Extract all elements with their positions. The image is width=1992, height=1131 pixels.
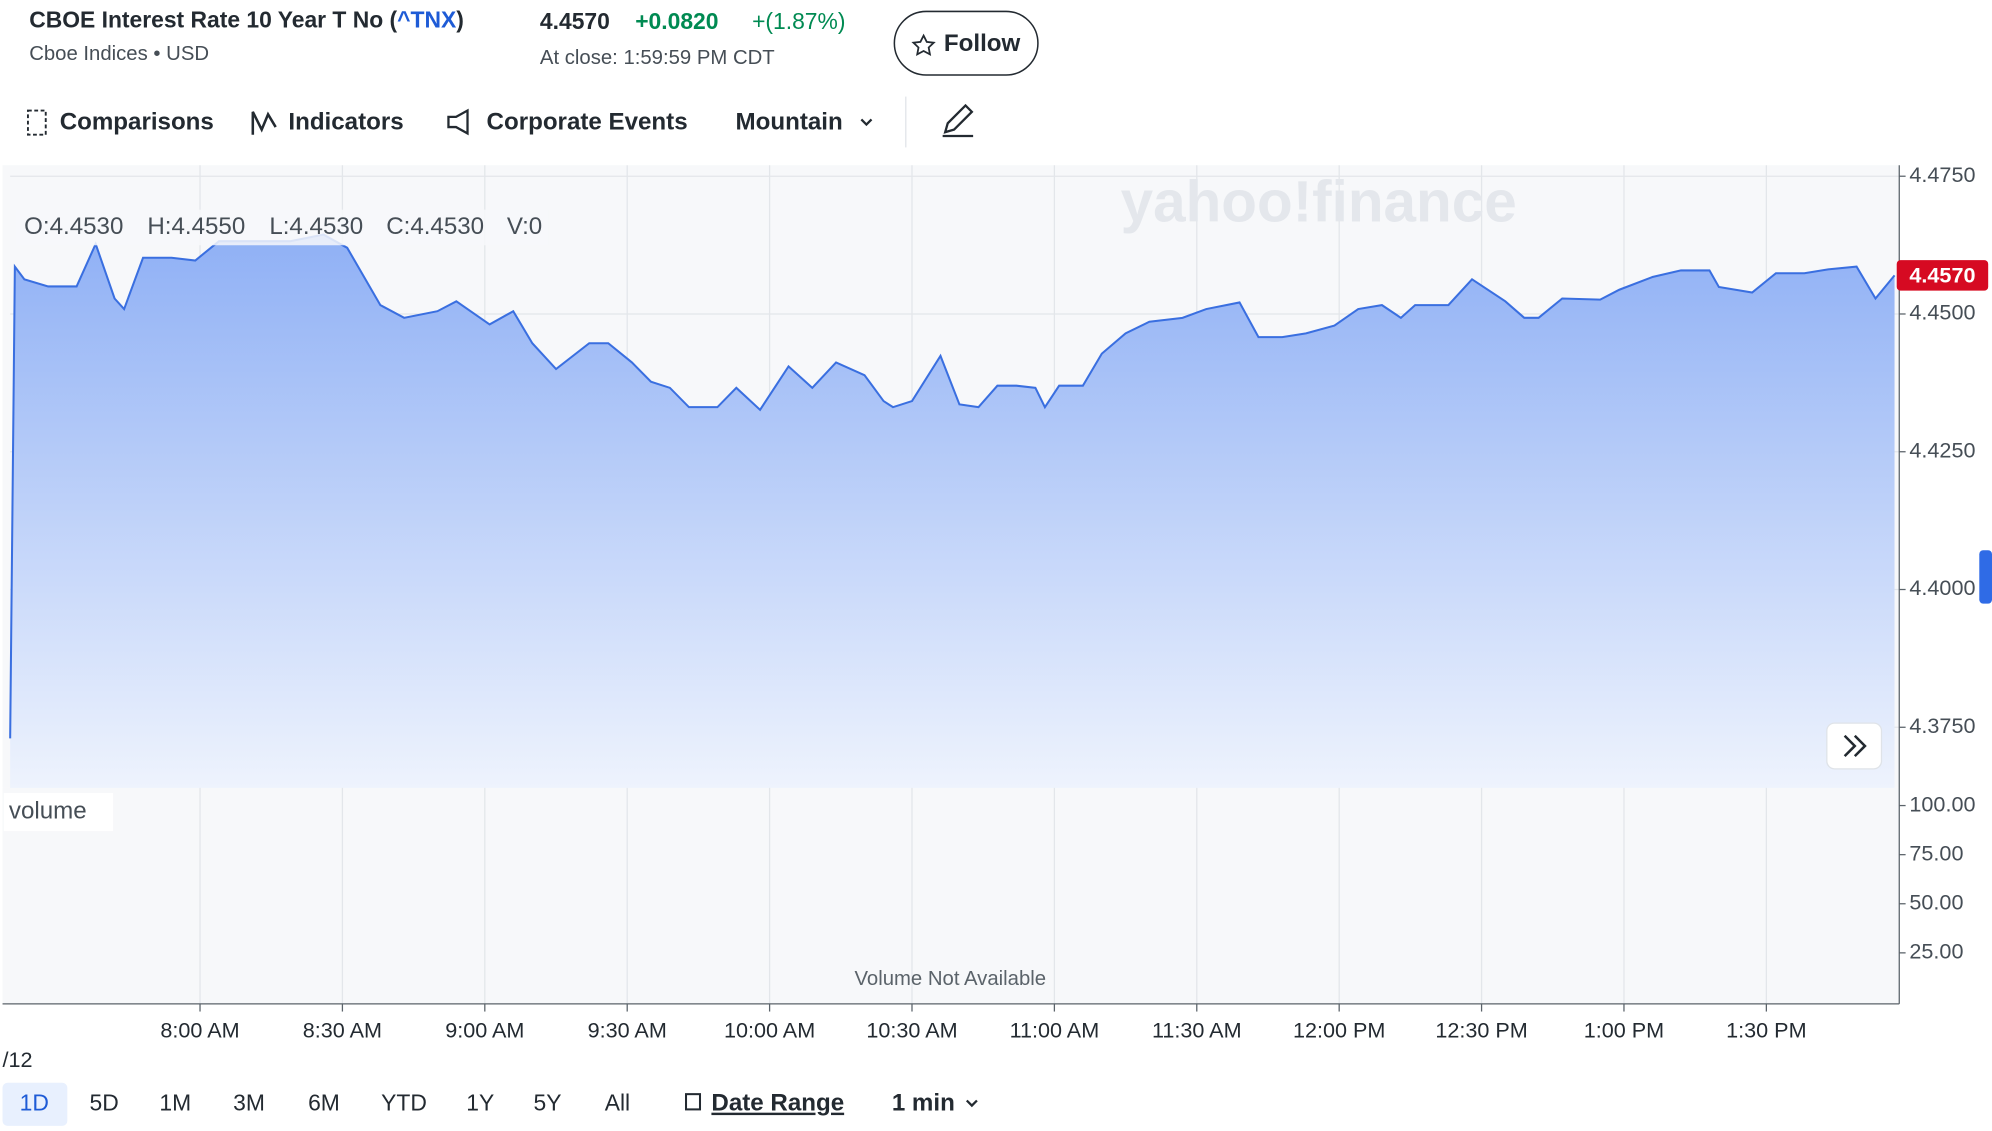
- range-button[interactable]: 5Y: [534, 1089, 562, 1115]
- x-tick-label: 8:30 AM: [303, 1018, 382, 1043]
- title-text: ): [456, 7, 464, 33]
- chart-type[interactable]: Mountain: [736, 109, 843, 136]
- x-tick-label: 1:00 PM: [1584, 1018, 1664, 1043]
- change-pct: +(1.87%): [752, 8, 845, 34]
- ohlc-value: C:4.4530: [386, 213, 484, 240]
- follow-button[interactable]: Follow: [893, 10, 1039, 76]
- y2-tick-label: 75.00: [1909, 840, 1963, 865]
- ohlc-value: O:4.4530: [24, 213, 123, 240]
- follow-text[interactable]: Follow: [944, 30, 1021, 57]
- y2-tick-label: 50.00: [1909, 889, 1963, 914]
- date-label: /12: [3, 1047, 33, 1072]
- ohlc-value: V:0: [507, 213, 542, 240]
- x-tick-label: 11:30 AM: [1152, 1018, 1242, 1043]
- range-button[interactable]: 5D: [90, 1089, 119, 1115]
- interval[interactable]: 1 min: [892, 1090, 955, 1117]
- x-tick-label: 12:00 PM: [1293, 1018, 1385, 1043]
- price-tag-bg: [1896, 260, 1989, 291]
- y2-tick-label: 25.00: [1909, 939, 1963, 964]
- range-button[interactable]: 6M: [308, 1089, 340, 1115]
- indicators[interactable]: Indicators: [288, 109, 403, 136]
- volume-pane: [2, 787, 1900, 1004]
- corporate-events[interactable]: Corporate Events: [487, 109, 688, 136]
- toolbar: Comparisons Indicators Corporate Events …: [26, 96, 974, 148]
- y-tick-label: 4.4750: [1909, 162, 1975, 187]
- range-button[interactable]: 3M: [233, 1089, 265, 1115]
- x-tick-label: 9:30 AM: [588, 1018, 667, 1043]
- ohlc-value: L:4.4530: [269, 213, 363, 240]
- x-tick-label: 10:00 AM: [724, 1018, 815, 1043]
- date-range-text[interactable]: Date Range: [711, 1090, 844, 1117]
- area: [10, 234, 1895, 788]
- y-tick-label: 4.3750: [1909, 713, 1975, 738]
- y-tick-label: 4.4000: [1909, 575, 1975, 600]
- range-button[interactable]: YTD: [381, 1089, 427, 1115]
- scroll-button[interactable]: [1826, 722, 1883, 770]
- close-time: At close: 1:59:59 PM CDT: [540, 47, 775, 69]
- y-tick-label: 4.4250: [1909, 437, 1975, 462]
- y-tick-label: 4.4500: [1909, 300, 1975, 325]
- x-tick-label: 11:00 AM: [1010, 1018, 1100, 1043]
- watermark: yahoo!finance: [1121, 169, 1517, 234]
- price: 4.4570: [540, 8, 610, 34]
- change: +0.0820: [635, 8, 718, 34]
- volume-note: Volume Not Available: [854, 968, 1046, 990]
- range-button[interactable]: 1D: [20, 1089, 49, 1115]
- comparisons[interactable]: Comparisons: [60, 109, 214, 136]
- x-tick-label: 9:00 AM: [445, 1018, 524, 1043]
- x-tick-label: 8:00 AM: [160, 1018, 239, 1043]
- range-button[interactable]: All: [605, 1089, 630, 1115]
- symbol[interactable]: ^TNX: [397, 7, 457, 33]
- x-tick-label: 1:30 PM: [1726, 1018, 1806, 1043]
- x-tick-label: 10:30 AM: [866, 1018, 957, 1043]
- range-button[interactable]: 1M: [159, 1089, 191, 1115]
- date-range[interactable]: Date Range: [685, 1090, 844, 1117]
- title: CBOE Interest Rate 10 Year T No (^TNX): [29, 7, 464, 33]
- y2-tick-label: 100.00: [1909, 791, 1975, 816]
- range-button[interactable]: 1Y: [466, 1089, 494, 1115]
- range-selected[interactable]: [2, 1082, 68, 1126]
- x-tick-label: 12:30 PM: [1435, 1018, 1527, 1043]
- volume-label: volume: [9, 797, 87, 824]
- side-tab[interactable]: [1979, 550, 1992, 604]
- ohlc-value: H:4.4550: [147, 213, 245, 240]
- title-text: CBOE Interest Rate 10 Year T No (: [29, 7, 397, 33]
- price-tag: 4.4570: [1909, 262, 1975, 287]
- exchange: Cboe Indices • USD: [29, 43, 209, 65]
